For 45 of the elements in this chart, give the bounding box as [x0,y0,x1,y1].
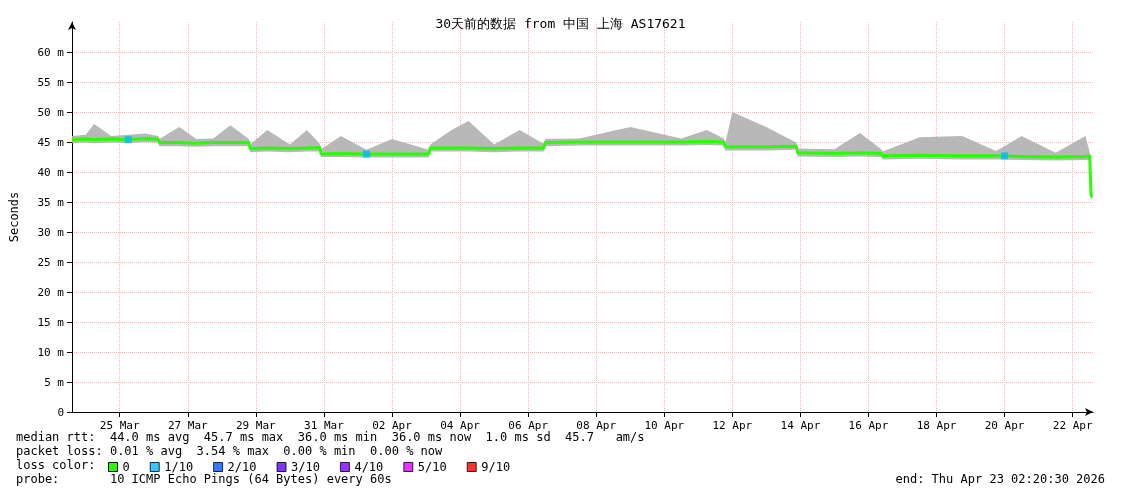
x-tick-label: 18 Apr [916,419,957,432]
legend-label: 5/10 [417,460,447,474]
x-tick-label: 25 Mar [99,419,140,432]
y-tick-label: 50 m [37,105,65,119]
x-tick-label: 31 Mar [304,419,345,432]
x-tick-label: 22 Apr [1052,419,1093,432]
y-tick-label: 15 m [37,315,65,329]
legend-label: 0 [122,460,130,474]
y-tick-label: 25 m [37,255,65,269]
text: packet loss: 0.01 % avg 3.54 % max 0.00 % min 0.00 % now [16,444,444,458]
x-tick-label: 10 Apr [644,419,685,432]
y-tick-label: 60 m [37,45,65,59]
y-axis-title: Seconds [7,191,21,243]
x-tick-label: 16 Apr [848,419,889,432]
text: end: Thu Apr 23 02:20:30 2026 [895,472,1105,486]
y-tick-label: 5 m [44,375,65,389]
x-tick-label: 29 Mar [236,419,277,432]
x-tick-label: 02 Apr [372,419,413,432]
point [362,150,370,158]
y-tick-label: 30 m [37,225,65,239]
point [1001,152,1009,160]
x-tick-label: 08 Apr [576,419,617,432]
y-tick-label: 10 m [37,345,65,359]
x-tick-label: 14 Apr [780,419,821,432]
legend-label: 1/10 [164,460,194,474]
y-tick-label: 55 m [37,75,65,89]
legend-label: 3/10 [291,460,320,474]
x-tick-label: 12 Apr [712,419,753,432]
y-tick-label: 0 [57,405,64,419]
legend-label: 4/10 [354,460,384,474]
point [124,136,132,144]
y-tick-label: 20 m [37,285,65,299]
line-series [70,136,1095,198]
y-tick-label: 35 m [37,195,65,209]
legend-label: 9/10 [481,460,511,474]
x-tick-label: 06 Apr [508,419,549,432]
chart-title: 30天前的数据 from 中国 上海 AS17621 [435,16,686,31]
x-tick-label: 27 Mar [167,419,209,432]
y-tick-label: 45 m [37,135,65,149]
x-tick-label: 04 Apr [440,419,481,432]
y-tick-label: 40 m [37,165,65,179]
legend-label: 2/10 [227,460,257,474]
text: probe: 10 ICMP Echo Pings (64 Bytes) every 60s [16,472,392,486]
x-tick-label: 20 Apr [984,419,1025,432]
legend-title: loss color: [16,458,96,472]
